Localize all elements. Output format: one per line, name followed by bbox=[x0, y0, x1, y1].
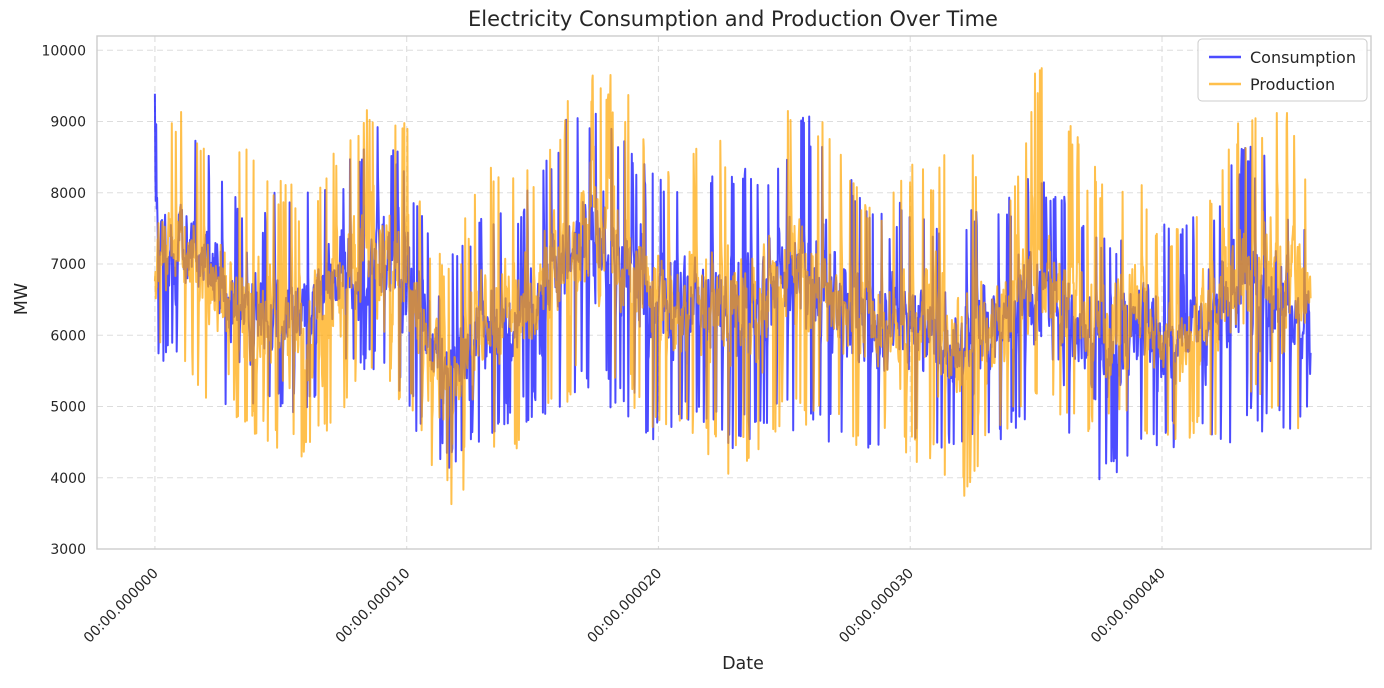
y-tick-label: 6000 bbox=[50, 328, 86, 344]
series-line-production bbox=[153, 67, 1312, 506]
plot-frame bbox=[96, 35, 1372, 550]
series-layer bbox=[153, 67, 1312, 506]
y-tick-label: 10000 bbox=[41, 43, 86, 59]
chart-title: Electricity Consumption and Production O… bbox=[468, 7, 998, 31]
y-tick-label: 4000 bbox=[50, 471, 86, 487]
y-tick-label: 9000 bbox=[50, 115, 86, 131]
y-tick-label: 3000 bbox=[50, 542, 86, 558]
legend-label-consumption: Consumption bbox=[1250, 48, 1356, 67]
legend-label-production: Production bbox=[1250, 75, 1335, 94]
y-tick-label: 5000 bbox=[50, 400, 86, 416]
legend-box bbox=[1197, 38, 1368, 102]
legend: Consumption Production bbox=[1197, 38, 1368, 102]
y-tick-label: 7000 bbox=[50, 257, 86, 273]
x-axis-label: Date bbox=[722, 654, 764, 674]
y-tick-label: 8000 bbox=[50, 186, 86, 202]
y-axis-label: MW bbox=[12, 283, 32, 315]
